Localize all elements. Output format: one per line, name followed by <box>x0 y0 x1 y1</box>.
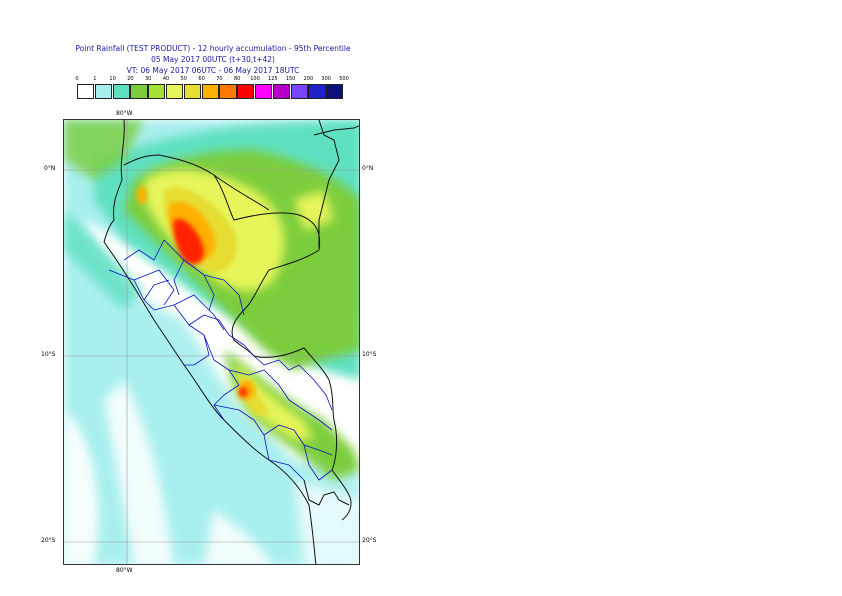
legend-threshold-label: 0 <box>75 76 79 82</box>
rainfall-map <box>64 120 359 564</box>
rain-layer-gaps <box>64 380 359 564</box>
chart-subtitle-validity: VT: 06 May 2017 06UTC - 06 May 2017 18UT… <box>126 66 300 75</box>
legend-threshold-label: 40 <box>162 76 170 82</box>
legend-swatch <box>130 84 148 99</box>
lat-label-left-10s: 10°S <box>41 351 56 358</box>
lon-label-top: 80°W <box>116 110 133 117</box>
legend-swatch <box>94 84 112 99</box>
legend-threshold-label: 30 <box>145 76 152 82</box>
legend-swatch <box>219 84 237 99</box>
legend-swatch <box>308 84 326 99</box>
legend-threshold-label: 70 <box>216 76 223 82</box>
legend-swatch <box>290 84 308 99</box>
legend-threshold-label: 80 <box>234 76 241 82</box>
legend-swatch <box>255 84 273 99</box>
legend-swatch <box>201 84 219 99</box>
legend-threshold-label: 100 <box>250 76 260 82</box>
legend-threshold-label: 300 <box>321 76 331 82</box>
legend-swatch <box>183 84 201 99</box>
chart-title: Point Rainfall (TEST PRODUCT) - 12 hourl… <box>75 44 351 53</box>
legend-threshold-label: 50 <box>180 76 187 82</box>
legend-swatch <box>272 84 290 99</box>
legend-swatch <box>326 84 344 99</box>
country-borders <box>103 120 359 564</box>
legend-threshold-label: 200 <box>303 76 314 82</box>
chart-subtitle-run: 05 May 2017 00UTC (t+30,t+42) <box>151 55 275 64</box>
legend-threshold-label: 1 <box>93 76 97 82</box>
map-panel <box>63 119 360 565</box>
legend-swatch <box>112 84 130 99</box>
lat-label-right-0: 0°N <box>362 165 374 172</box>
lat-label-left-0: 0°N <box>44 165 56 172</box>
legend-swatch <box>237 84 255 99</box>
legend-threshold-label: 500 <box>339 76 349 82</box>
lon-label-bottom: 80°W <box>116 567 133 574</box>
legend-swatch <box>77 84 95 99</box>
lat-label-left-20s: 20°S <box>41 537 56 544</box>
legend-threshold-label: 10 <box>109 76 116 82</box>
rain-layer-red <box>173 219 247 397</box>
legend-threshold-label: 125 <box>268 76 278 82</box>
region-borders <box>108 239 333 481</box>
legend-threshold-label: 150 <box>285 76 296 82</box>
legend-swatch <box>166 84 184 99</box>
lat-label-right-10s: 10°S <box>362 351 377 358</box>
legend-swatch <box>148 84 166 99</box>
lat-label-right-20s: 20°S <box>362 537 377 544</box>
legend-threshold-label: 20 <box>127 76 134 82</box>
legend-threshold-label: 60 <box>198 76 205 82</box>
